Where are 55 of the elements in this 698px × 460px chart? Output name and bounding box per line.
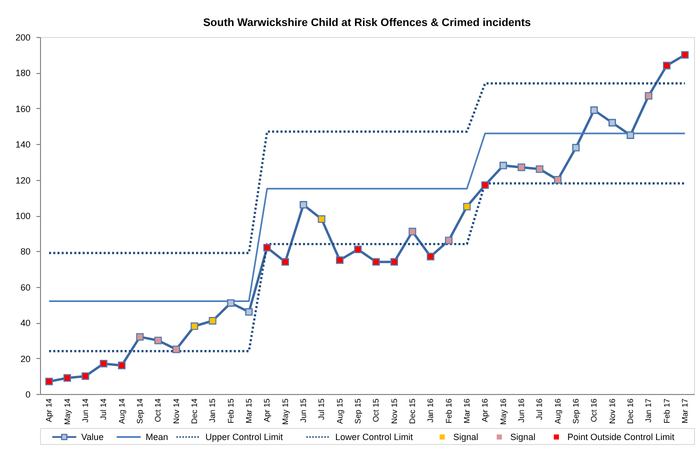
x-tick-label: Sep 16	[571, 398, 580, 424]
x-tick-label: Jul 14	[99, 398, 108, 420]
x-tick-label: Oct 16	[590, 398, 599, 422]
x-tick-label: Nov 14	[172, 398, 181, 424]
x-tick-label: Apr 16	[480, 398, 490, 422]
x-tick-label: Sep 15	[353, 398, 362, 424]
x-tick-label: Apr 14	[44, 398, 54, 422]
y-tick-label: 160	[15, 104, 30, 114]
y-tick-label: 80	[20, 246, 30, 257]
y-tick-label: 120	[15, 175, 30, 186]
x-tick-label: Dec 16	[626, 398, 635, 424]
x-tick-label: Dec 14	[190, 398, 199, 424]
y-tick-label: 20	[20, 354, 30, 364]
x-tick-label: Nov 15	[390, 398, 399, 424]
x-tick-label: Aug 16	[553, 398, 562, 424]
x-tick-label: Nov 16	[608, 398, 617, 424]
x-tick-label: Dec 15	[408, 398, 417, 424]
x-tick-label: Jan 15	[208, 398, 218, 423]
x-tick-label: Sep 14	[135, 398, 144, 424]
y-tick-label: 100	[15, 211, 30, 221]
x-tick-label: Mar 17	[680, 398, 690, 424]
legend-label: Point Outside Control Limit	[567, 432, 675, 442]
x-tick-label: Jan 17	[644, 398, 654, 423]
y-tick-label: 40	[20, 318, 30, 328]
y-tick-label: 200	[15, 32, 30, 42]
legend-label: Value	[81, 432, 104, 442]
x-tick-label: Jul 15	[317, 398, 326, 420]
legend-label: Upper Control Limit	[205, 432, 284, 442]
x-tick-label: May 16	[498, 398, 508, 425]
legend-label: Mean	[146, 432, 168, 442]
chart-title: South Warwickshire Child at Risk Offences & Crimed incidents	[203, 17, 531, 29]
y-tick-label: 60	[20, 282, 30, 292]
x-tick-label: Jul 16	[535, 398, 544, 420]
x-tick-label: Jun 15	[298, 398, 308, 423]
x-tick-label: Feb 15	[226, 398, 236, 424]
x-tick-label: May 14	[62, 398, 72, 425]
x-tick-label: Jun 16	[516, 398, 526, 423]
x-tick-label: Feb 16	[444, 398, 454, 424]
y-tick-label: 0	[25, 390, 30, 400]
x-tick-label: Mar 16	[462, 398, 472, 424]
x-tick-label: Jun 14	[80, 398, 90, 423]
legend-label: Signal	[510, 432, 536, 442]
x-tick-label: Mar 15	[244, 398, 254, 424]
legend-label: Signal	[453, 432, 478, 442]
x-tick-label: Apr 15	[262, 398, 272, 422]
x-tick-label: Jan 16	[426, 398, 436, 423]
y-tick-label: 140	[15, 140, 30, 150]
x-tick-label: Aug 14	[117, 398, 126, 424]
y-tick-label: 180	[15, 68, 30, 78]
legend-label: Lower Control Limit	[335, 432, 414, 442]
x-tick-label: Feb 17	[662, 398, 672, 424]
x-tick-label: Oct 14	[154, 398, 163, 422]
x-tick-label: Aug 15	[335, 398, 344, 424]
x-tick-label: Oct 15	[372, 398, 381, 422]
x-tick-label: May 15	[280, 398, 290, 425]
